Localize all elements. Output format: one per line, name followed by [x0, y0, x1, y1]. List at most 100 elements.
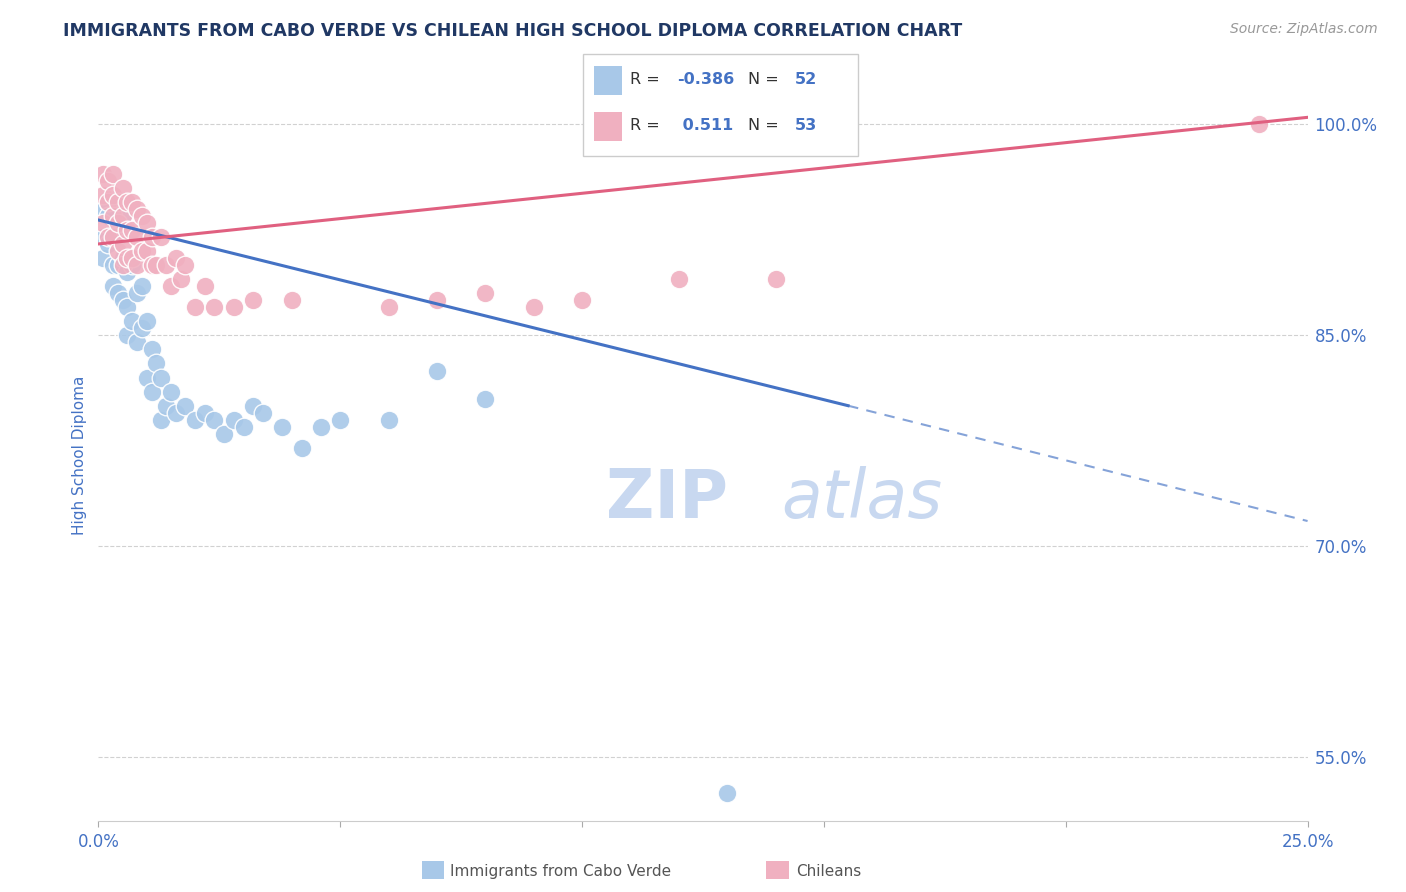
Point — [111, 236, 134, 251]
Point — [111, 251, 134, 265]
Point — [155, 399, 177, 413]
Text: atlas: atlas — [782, 466, 942, 532]
Point — [107, 216, 129, 230]
Point — [101, 167, 124, 181]
Point — [160, 279, 183, 293]
Text: 53: 53 — [794, 119, 817, 133]
Point — [174, 399, 197, 413]
Point — [474, 286, 496, 301]
Point — [111, 209, 134, 223]
Point — [127, 230, 149, 244]
Point — [107, 230, 129, 244]
Point — [101, 209, 124, 223]
Point — [242, 399, 264, 413]
Point — [145, 258, 167, 272]
Point — [131, 209, 153, 223]
Point — [101, 279, 124, 293]
Text: Chileans: Chileans — [796, 864, 860, 879]
Text: Immigrants from Cabo Verde: Immigrants from Cabo Verde — [450, 864, 671, 879]
Point — [97, 194, 120, 209]
Point — [91, 251, 114, 265]
Point — [101, 230, 124, 244]
Point — [111, 293, 134, 308]
Point — [127, 286, 149, 301]
Text: ZIP: ZIP — [606, 466, 728, 532]
Text: R =: R = — [630, 72, 659, 87]
Point — [309, 419, 332, 434]
Point — [155, 258, 177, 272]
Text: IMMIGRANTS FROM CABO VERDE VS CHILEAN HIGH SCHOOL DIPLOMA CORRELATION CHART: IMMIGRANTS FROM CABO VERDE VS CHILEAN HI… — [63, 22, 963, 40]
Point — [212, 426, 235, 441]
Point — [150, 230, 173, 244]
Point — [426, 293, 449, 308]
Point — [97, 194, 120, 209]
Point — [135, 370, 157, 384]
Point — [232, 419, 254, 434]
Text: -0.386: -0.386 — [676, 72, 734, 87]
Point — [127, 335, 149, 350]
Point — [121, 314, 143, 328]
Point — [91, 187, 114, 202]
Point — [329, 413, 352, 427]
Point — [165, 251, 187, 265]
Point — [107, 258, 129, 272]
Point — [150, 370, 173, 384]
Point — [174, 258, 197, 272]
Point — [107, 244, 129, 258]
Point — [141, 230, 163, 244]
Point — [252, 406, 274, 420]
Point — [194, 406, 217, 420]
Point — [135, 216, 157, 230]
Point — [377, 413, 399, 427]
Point — [377, 300, 399, 314]
Point — [765, 272, 787, 286]
Point — [281, 293, 304, 308]
Point — [290, 441, 312, 455]
Point — [204, 300, 226, 314]
Y-axis label: High School Diploma: High School Diploma — [72, 376, 87, 534]
Point — [131, 244, 153, 258]
Point — [121, 223, 143, 237]
Point — [91, 167, 114, 181]
Point — [668, 272, 690, 286]
Point — [222, 413, 245, 427]
Point — [131, 321, 153, 335]
Point — [101, 209, 124, 223]
Point — [91, 230, 114, 244]
Point — [127, 258, 149, 272]
Bar — [595, 66, 621, 95]
Text: R =: R = — [630, 119, 659, 133]
Point — [107, 194, 129, 209]
Point — [111, 209, 134, 223]
Point — [91, 202, 114, 216]
Point — [117, 223, 139, 237]
Point — [111, 258, 134, 272]
Point — [117, 300, 139, 314]
Point — [194, 279, 217, 293]
Point — [571, 293, 593, 308]
Point — [271, 419, 294, 434]
Point — [150, 413, 173, 427]
Text: N =: N = — [748, 72, 779, 87]
Point — [131, 279, 153, 293]
Point — [141, 258, 163, 272]
Point — [97, 209, 120, 223]
Point — [97, 230, 120, 244]
Text: 52: 52 — [794, 72, 817, 87]
Text: 0.511: 0.511 — [676, 119, 733, 133]
Text: N =: N = — [748, 119, 779, 133]
Bar — [595, 112, 621, 141]
Point — [97, 236, 120, 251]
Point — [165, 406, 187, 420]
Point — [426, 363, 449, 377]
Point — [160, 384, 183, 399]
Point — [121, 251, 143, 265]
Point — [117, 251, 139, 265]
Point — [1249, 117, 1271, 131]
Point — [184, 300, 207, 314]
Point — [242, 293, 264, 308]
Point — [121, 258, 143, 272]
Point — [169, 272, 191, 286]
Point — [135, 314, 157, 328]
Point — [117, 194, 139, 209]
